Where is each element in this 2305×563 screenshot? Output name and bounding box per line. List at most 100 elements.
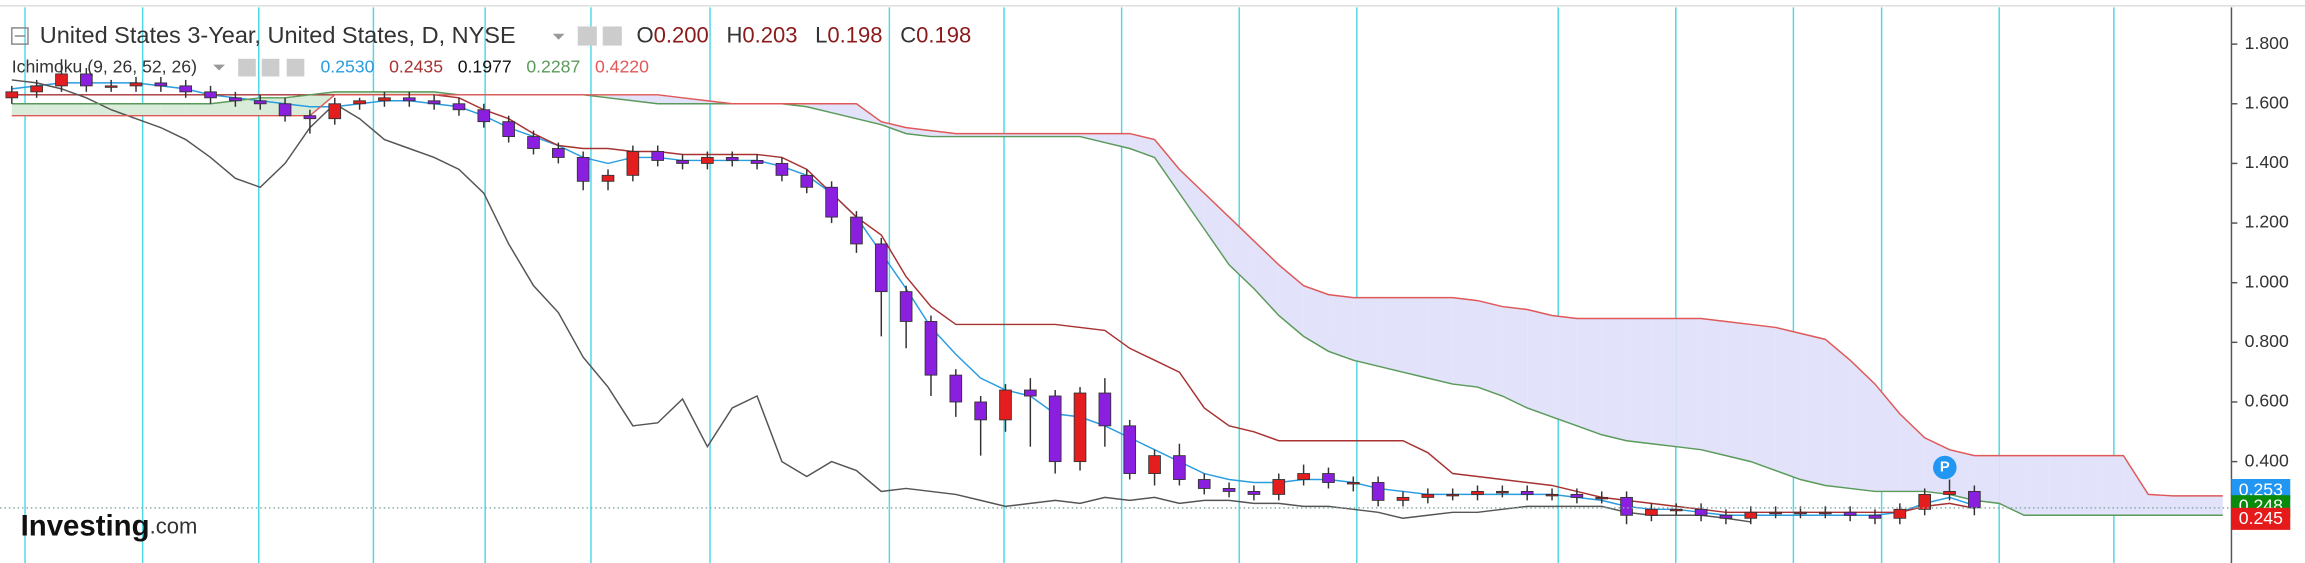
cloud-fill [1601, 318, 1627, 441]
marker-label: P [1940, 459, 1950, 475]
candle-body [701, 157, 714, 164]
indicator-line [11, 94, 2223, 497]
cloud-fill [61, 103, 87, 116]
cloud-fill [1353, 297, 1379, 367]
candle-body [154, 82, 168, 87]
ohlc-label: C [900, 23, 916, 48]
cloud-fill [1576, 318, 1602, 435]
candle-body [1272, 479, 1286, 495]
cloud-fill [1477, 300, 1503, 397]
cloud-fill [2098, 455, 2124, 516]
candle-body [30, 85, 43, 93]
cloud-fill [1725, 321, 1751, 462]
candle-body [1098, 392, 1112, 427]
cloud-fill [707, 100, 733, 104]
indicator-icon[interactable] [238, 58, 256, 77]
ohlc-label: O [637, 23, 654, 48]
settings-icon[interactable] [577, 26, 597, 46]
collapse-icon[interactable] [11, 27, 29, 45]
candle-body [1968, 490, 1981, 509]
cloud-fill [1055, 133, 1081, 137]
indicator-value: 0.2435 [389, 56, 443, 76]
candle-body [204, 91, 217, 99]
y-tick-label: 1.400 [2245, 152, 2289, 172]
candle-body [1173, 455, 1186, 480]
cloud-fill [1775, 327, 1801, 480]
indicator-icon[interactable] [286, 58, 305, 77]
candle-body [725, 157, 739, 161]
candle-body [601, 174, 615, 182]
cloud-fill [1502, 306, 1528, 408]
candle-body [775, 162, 789, 176]
settings-icon[interactable] [602, 26, 622, 46]
price-label-box [2231, 507, 2291, 530]
plot [0, 59, 2232, 525]
candle-body [1918, 493, 1931, 510]
cloud-fill [2048, 455, 2074, 516]
candle-body [651, 151, 665, 161]
candle-body [5, 91, 19, 99]
cloud-fill [359, 91, 385, 95]
cloud-fill [2197, 495, 2223, 516]
candle-body [1694, 508, 1708, 516]
dropdown-icon[interactable] [552, 33, 565, 40]
cloud-fill [1999, 455, 2025, 516]
candle-body [899, 291, 913, 322]
ohlc-value: 0.198 [827, 23, 882, 48]
cloud-fill [1129, 133, 1155, 158]
candle-body [1073, 392, 1087, 463]
candle-body [1322, 473, 1335, 483]
cloud-fill [1005, 133, 1031, 137]
candle-body [1943, 490, 1956, 495]
cloud-fill [1626, 318, 1652, 444]
candle-body [1371, 482, 1385, 501]
dropdown-icon[interactable] [213, 64, 225, 71]
cloud-fill [1874, 384, 1900, 492]
candle-body [1222, 488, 1236, 492]
candle-body [1868, 514, 1882, 519]
y-tick-label: 0.800 [2245, 331, 2289, 351]
cloud-fill [831, 103, 857, 119]
y-tick-label: 0.600 [2245, 391, 2289, 411]
ohlc-value: 0.200 [654, 23, 709, 48]
ohlc-values: O0.200 H0.203 L0.198 C0.198 [637, 23, 972, 48]
candle-body [1794, 511, 1807, 515]
cloud-fill [1378, 297, 1403, 373]
cloud-fill [1750, 324, 1776, 471]
cloud-fill [1328, 294, 1354, 361]
candle-body [80, 73, 93, 87]
ohlc-label: L [815, 23, 827, 48]
candle-body [1843, 511, 1857, 516]
candle-body [1471, 490, 1484, 495]
cloud-fill [2024, 455, 2049, 516]
candle-body [1520, 490, 1534, 495]
logo-suffix: .com [150, 514, 198, 539]
y-tick-label: 1.600 [2245, 92, 2289, 112]
candle-body [1297, 473, 1310, 480]
marker [1933, 455, 1957, 480]
candle-body [452, 103, 466, 111]
cloud-fill [1402, 297, 1428, 379]
ohlc-value: 0.203 [742, 23, 797, 48]
candle-body [1024, 389, 1037, 397]
cloud-fill [1899, 413, 1925, 492]
logo: Investing.com [21, 509, 198, 542]
candle-body [55, 73, 68, 87]
candle-body [1744, 511, 1758, 519]
cloud-fill [1651, 318, 1677, 447]
cloud-fill [1427, 297, 1453, 385]
candle-body [1148, 455, 1161, 474]
candle-body [229, 97, 242, 102]
price-label: 0.245 [2239, 508, 2283, 528]
cloud-fill [980, 133, 1006, 137]
chart-title: United States 3-Year, United States, D, … [40, 22, 516, 48]
candle-body [626, 151, 640, 176]
indicator-icon[interactable] [261, 58, 280, 77]
cloud-fill [36, 103, 62, 116]
cloud-fill [1030, 133, 1056, 137]
cloud-fill [11, 103, 37, 116]
cloud-fill [1850, 360, 1875, 492]
y-tick-label: 1.000 [2245, 271, 2289, 291]
candle-body [402, 97, 416, 102]
